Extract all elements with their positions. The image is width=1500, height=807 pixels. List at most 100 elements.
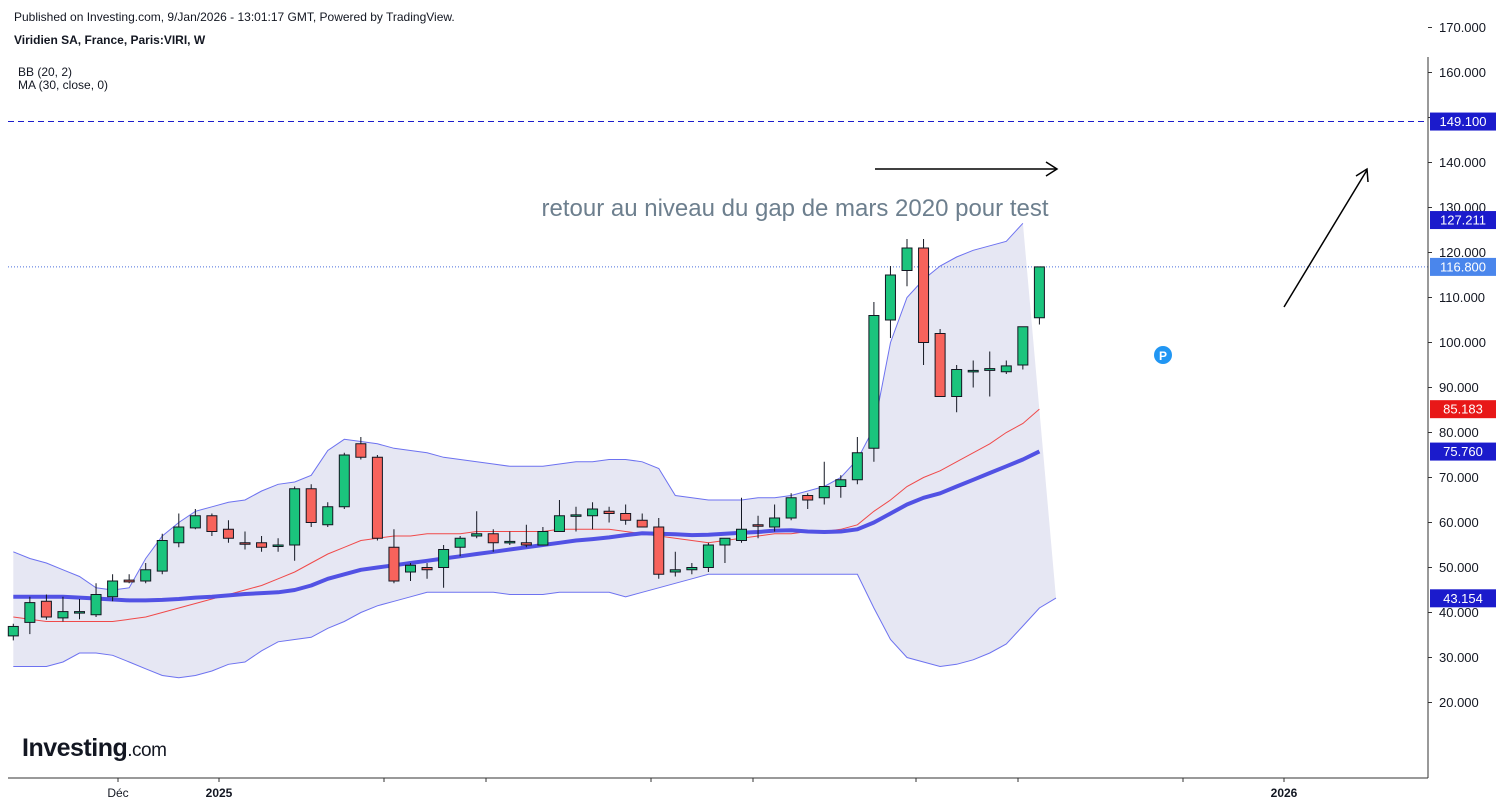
candle-32 — [537, 527, 549, 546]
candle-13 — [222, 520, 234, 543]
price-label-bg — [1430, 257, 1496, 276]
candle-6 — [107, 574, 119, 602]
price-label-1: 127.211 — [1430, 211, 1496, 230]
price-label-text: 116.800 — [1440, 259, 1486, 274]
candle-37 — [620, 504, 632, 525]
price-label-bg — [1430, 400, 1496, 419]
y-tick-label: 90.000 — [1439, 380, 1479, 395]
y-tick-label: 110.000 — [1439, 290, 1485, 305]
candle-35 — [587, 502, 599, 530]
annotations: retour au niveau du gap de mars 2020 pou… — [542, 161, 1369, 364]
annotation-text: retour au niveau du gap de mars 2020 pou… — [542, 195, 1049, 222]
candle-body — [1000, 365, 1012, 373]
indicator-bb-label[interactable]: BB (20, 2) — [18, 65, 73, 79]
candle-body — [520, 542, 532, 546]
horizontal-levels — [8, 121, 1428, 268]
candle-body — [884, 274, 896, 321]
candle-body — [173, 526, 185, 544]
candle-body — [156, 540, 168, 572]
candle-52 — [868, 302, 880, 462]
candle-body — [1033, 266, 1045, 319]
candle-18 — [305, 484, 317, 527]
candle-body — [454, 537, 466, 548]
candle-48 — [802, 493, 814, 509]
indicator-ma-label[interactable]: MA (30, close, 0) — [18, 78, 109, 92]
candle-2 — [40, 594, 52, 620]
candle-36 — [603, 506, 615, 523]
candle-body — [239, 542, 251, 545]
candle-body — [140, 569, 152, 582]
candle-body — [305, 488, 317, 523]
y-tick-label: 30.000 — [1439, 650, 1479, 665]
candle-body — [587, 508, 599, 517]
candle-17 — [289, 486, 301, 561]
price-label-bg — [1430, 589, 1496, 608]
y-tick-label: 80.000 — [1439, 425, 1479, 440]
y-tick-label: 20.000 — [1439, 695, 1479, 710]
candle-body — [537, 531, 549, 546]
price-label-3: 85.183 — [1430, 400, 1496, 419]
candle-54 — [901, 239, 913, 287]
marker-text: P — [1159, 349, 1167, 363]
candle-24 — [405, 563, 416, 581]
x-tick-label: Déc — [107, 786, 128, 800]
candle-body — [868, 315, 880, 449]
bollinger-bands — [13, 222, 1057, 679]
candle-body — [967, 369, 979, 373]
candle-20 — [338, 452, 350, 509]
candle-body — [636, 519, 648, 528]
candle-38 — [636, 513, 648, 528]
candle-33 — [553, 500, 565, 532]
bb-lower-line — [13, 573, 1057, 679]
candle-body — [289, 488, 301, 546]
bb-fill — [13, 223, 1056, 678]
candle-body — [719, 537, 731, 546]
candle-57 — [951, 365, 963, 413]
price-label-text: 75.760 — [1443, 444, 1483, 459]
candle-body — [835, 479, 847, 487]
diagonal-arrow-head — [1355, 167, 1369, 183]
candle-49 — [818, 461, 830, 505]
x-tick-label: 2026 — [1271, 786, 1298, 800]
candle-58 — [967, 360, 979, 388]
candle-body — [471, 533, 483, 537]
candle-body — [802, 495, 814, 501]
price-label-text: 85.183 — [1443, 402, 1483, 417]
candle-body — [934, 333, 946, 397]
candle-body — [438, 549, 450, 568]
publish-info: Published on Investing.com, 9/Jan/2026 -… — [14, 10, 455, 24]
candle-25 — [421, 563, 433, 579]
candle-42 — [702, 542, 714, 572]
candle-body — [984, 368, 996, 371]
y-tick-label: 60.000 — [1439, 515, 1479, 530]
candle-body — [322, 506, 334, 526]
candle-34 — [570, 506, 582, 532]
candle-body — [355, 443, 367, 458]
candle-40 — [669, 551, 681, 577]
candle-body — [487, 533, 499, 544]
y-tick-label: 170.000 — [1439, 20, 1486, 35]
symbol-title: Viridien SA, France, Paris:VIRI, W — [14, 33, 206, 47]
candle-30 — [504, 531, 516, 545]
y-tick-label: 140.000 — [1439, 155, 1486, 170]
candle-53 — [884, 266, 896, 338]
candle-22 — [371, 455, 383, 541]
price-label-2: 116.800 — [1430, 257, 1496, 276]
candle-21 — [355, 437, 367, 460]
candle-body — [504, 540, 516, 544]
price-label-text: 149.100 — [1440, 114, 1487, 129]
y-tick-label: 70.000 — [1439, 470, 1479, 485]
candle-56 — [934, 329, 946, 397]
candle-body — [123, 579, 135, 583]
candle-9 — [156, 533, 168, 575]
candle-body — [702, 544, 714, 568]
candle-body — [603, 510, 615, 514]
candle-3 — [57, 596, 69, 622]
price-label-text: 127.211 — [1440, 213, 1486, 228]
candle-55 — [918, 239, 930, 365]
candle-body — [785, 497, 797, 519]
candle-45 — [752, 515, 764, 539]
candle-body — [851, 452, 863, 481]
candle-body — [752, 524, 764, 527]
